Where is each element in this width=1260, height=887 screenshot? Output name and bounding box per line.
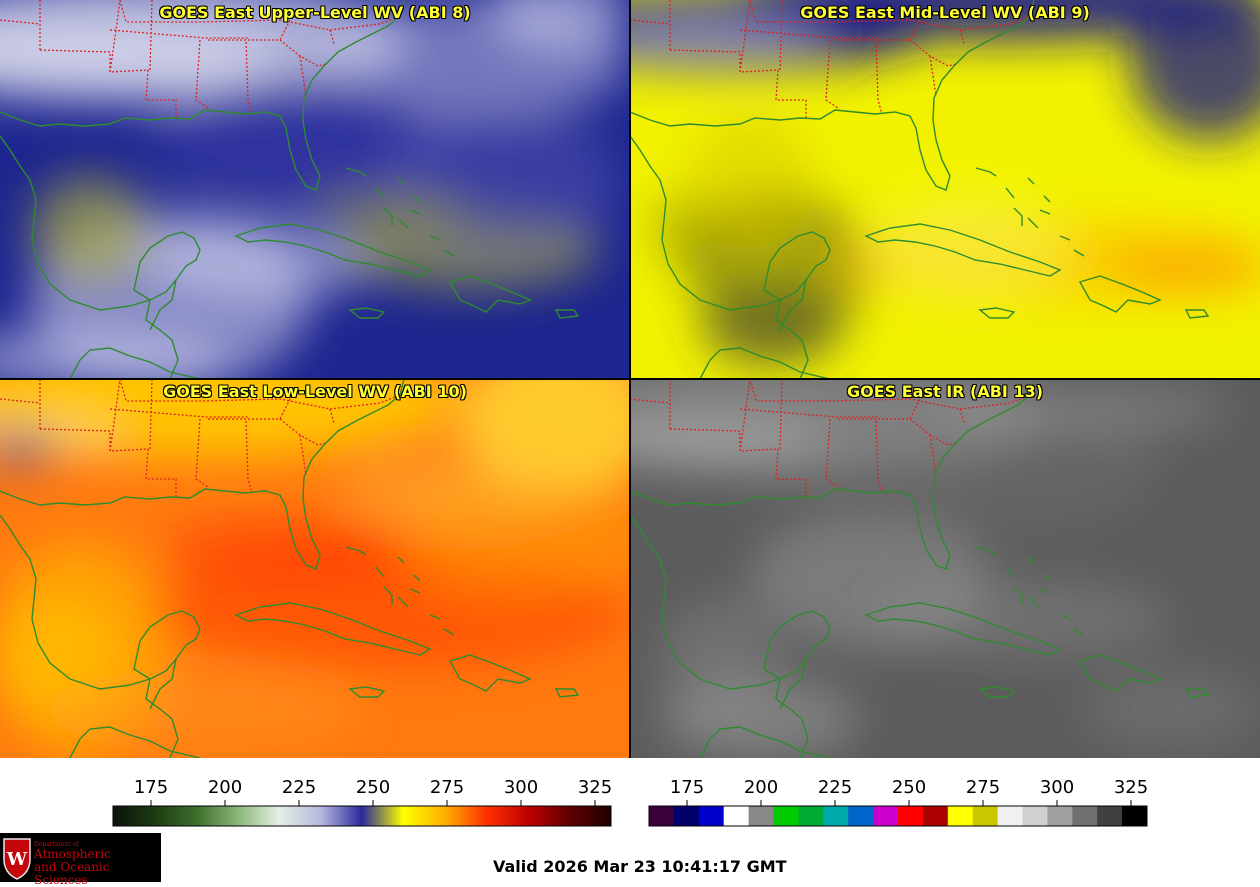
colorbar-tick-label: 300 (504, 777, 538, 798)
colorbar-tick-label: 250 (892, 777, 926, 798)
imagery-features (0, 0, 630, 379)
ir-colorbar-segment (873, 806, 899, 826)
ir-colorbar-segment (922, 806, 949, 826)
ir-colorbar-segment (798, 806, 824, 826)
ir-colorbar-segment (997, 806, 1023, 826)
ir-map (630, 379, 1260, 758)
ir-colorbar-segment (1047, 806, 1073, 826)
panel-title: GOES East Low-Level WV (ABI 10) (163, 382, 467, 401)
valid-time-label: Valid 2026 Mar 23 10:41:17 GMT (493, 857, 787, 876)
coastlines (0, 0, 580, 379)
ir-colorbar: 175 200 225 250 275 300 325 (648, 777, 1148, 827)
ir-colorbar-segment (723, 806, 750, 826)
logo-line-1: Atmospheric (34, 847, 111, 861)
logo-dept-text: Department of (34, 841, 79, 848)
mid-level-wv-map (630, 0, 1260, 379)
coastlines (630, 0, 1210, 379)
state-borders (630, 0, 1031, 118)
ir-colorbar-segment (823, 806, 849, 826)
low-level-wv-panel: GOES East Low-Level WV (ABI 10) (0, 379, 630, 758)
panel-title: GOES East Mid-Level WV (ABI 9) (800, 3, 1090, 22)
ir-colorbar-segment (649, 806, 675, 826)
ir-colorbar-segment (898, 806, 924, 826)
state-borders (0, 0, 401, 118)
mid-level-wv-panel: GOES East Mid-Level WV (ABI 9) (630, 0, 1260, 379)
colorbar-tick-label: 325 (578, 777, 612, 798)
ir-colorbar-segment (1122, 806, 1148, 826)
wv-colorbar-scale (112, 805, 612, 827)
upper-level-wv-map (0, 0, 630, 379)
imagery-features (630, 0, 1260, 370)
ir-colorbar-segment (1072, 806, 1098, 826)
coastlines (630, 379, 1210, 758)
colorbar-tick-label: 225 (282, 777, 316, 798)
ir-colorbar-segment (773, 806, 799, 826)
ir-colorbar-segment (698, 806, 725, 826)
colorbar-tick-label: 225 (818, 777, 852, 798)
state-borders (630, 379, 1031, 497)
ir-colorbar-segment (1022, 806, 1048, 826)
ir-colorbar-segment (947, 806, 974, 826)
colorbar-tick-label: 175 (670, 777, 704, 798)
ir-colorbar-segment (1097, 806, 1123, 826)
panel-title: GOES East IR (ABI 13) (846, 382, 1044, 401)
panel-title: GOES East Upper-Level WV (ABI 8) (159, 3, 471, 22)
coastlines (0, 379, 580, 758)
ir-colorbar-segment (848, 806, 874, 826)
colorbar-tick-label: 275 (966, 777, 1000, 798)
panel-divider-horizontal (0, 378, 1260, 380)
logo-line-2: and Oceanic Sciences (34, 860, 110, 887)
colorbar-tick-label: 275 (430, 777, 464, 798)
svg-text:W: W (6, 849, 28, 870)
wv-colorbar: 175 200 225 250 275 300 325 (112, 777, 612, 827)
colorbar-tick-label: 200 (208, 777, 242, 798)
ir-colorbar-segment (748, 806, 774, 826)
colorbar-tick-label: 175 (134, 777, 168, 798)
state-borders (0, 379, 401, 497)
colorbar-tick-label: 325 (1114, 777, 1148, 798)
ir-colorbar-frame (648, 805, 1148, 827)
ir-panel: GOES East IR (ABI 13) (630, 379, 1260, 758)
colorbar-tick-label: 300 (1040, 777, 1074, 798)
ir-colorbar-segment (972, 806, 999, 826)
upper-level-wv-panel: GOES East Upper-Level WV (ABI 8) (0, 0, 630, 379)
ir-colorbar-segment (673, 806, 700, 826)
uw-crest-icon: W (3, 838, 31, 880)
aos-logo: W Department of Atmospheric and Oceanic … (0, 833, 161, 887)
low-level-wv-map (0, 379, 630, 758)
colorbar-tick-label: 200 (744, 777, 778, 798)
colorbar-tick-label: 250 (356, 777, 390, 798)
